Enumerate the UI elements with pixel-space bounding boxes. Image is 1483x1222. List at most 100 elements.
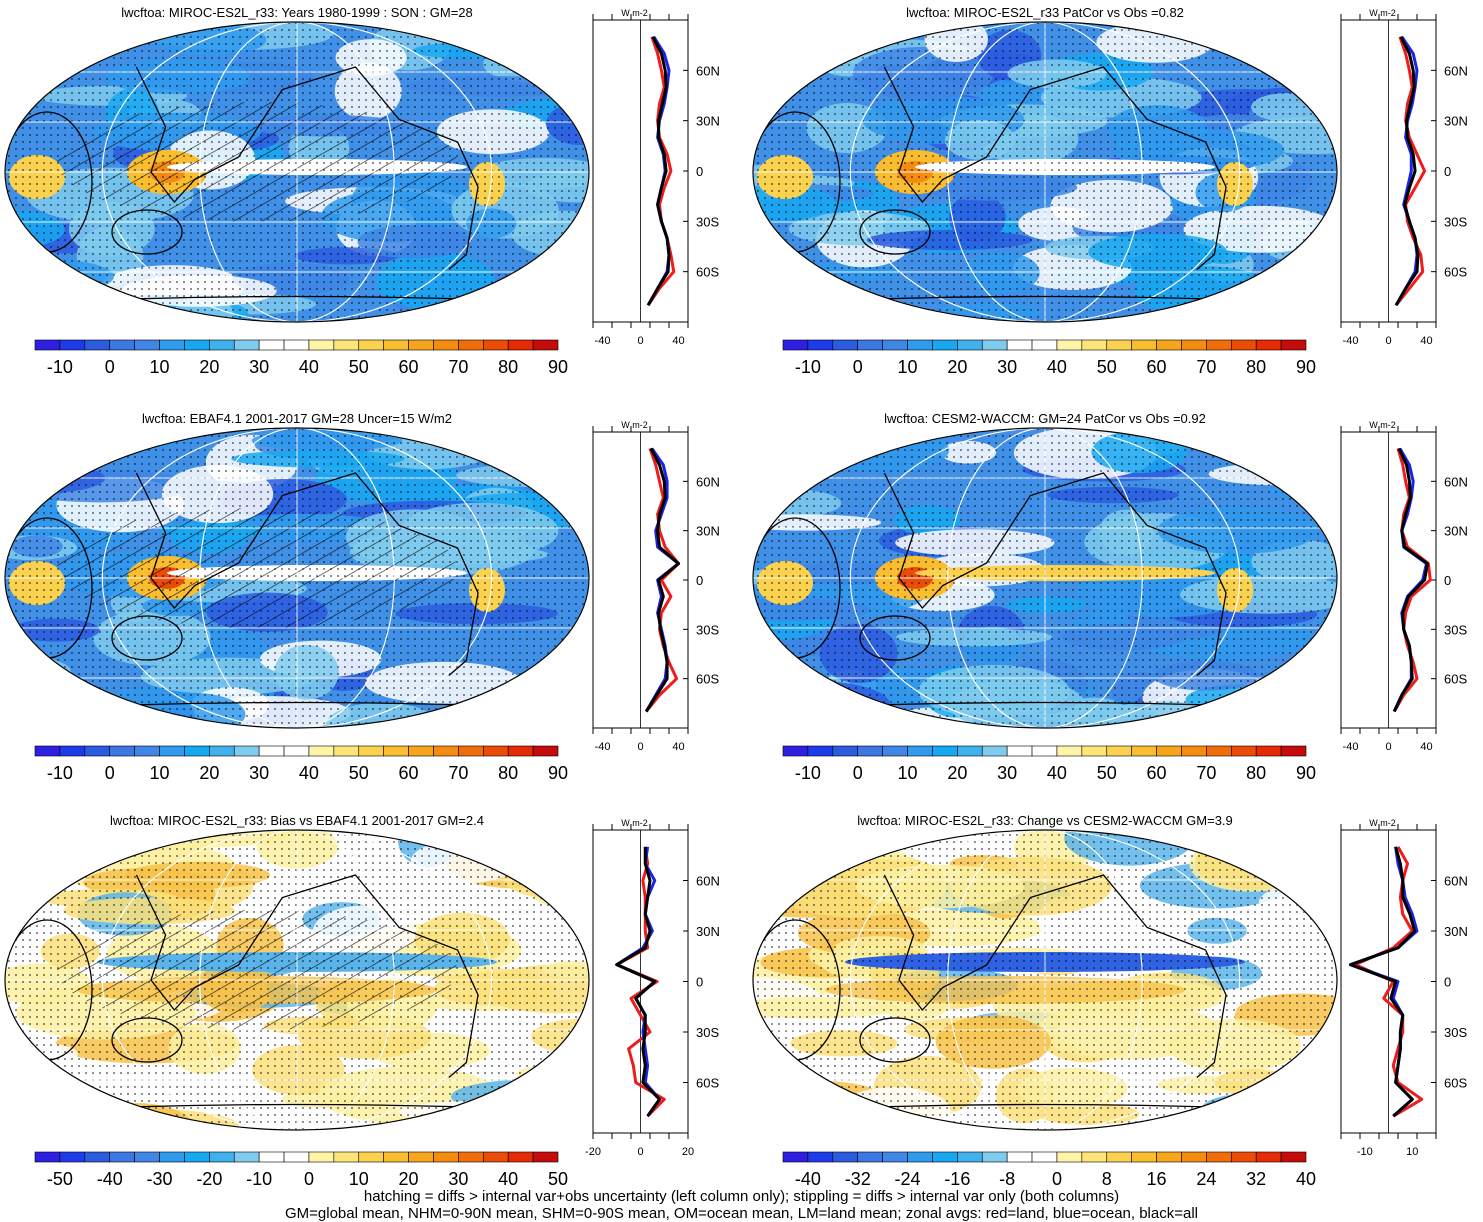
- zonal-unit: W m-2: [1369, 420, 1396, 430]
- panel-1: lwcftoa: MIROC-ES2L_r33: Years 1980-1999…: [4, 5, 720, 377]
- colorbar-swatch: [1106, 339, 1132, 351]
- x-tick-label: -40: [1343, 741, 1359, 753]
- colorbar-swatch: [233, 1151, 260, 1163]
- field-blob: [5, 706, 87, 728]
- lat-label: 30N: [1444, 524, 1468, 539]
- zonal-panel: W m-2 60N 30N 0 30S 60S -40 0 40: [1340, 8, 1468, 347]
- colorbar-swatch: [857, 745, 883, 757]
- colorbar-swatch: [433, 1151, 459, 1163]
- colorbar-swatch: [358, 339, 384, 351]
- lat-label: 30S: [696, 214, 719, 229]
- colorbar-swatch: [857, 1151, 883, 1163]
- colorbar-label: 40: [1047, 357, 1067, 377]
- map-outline: [752, 427, 1338, 729]
- colorbar-swatch: [84, 745, 111, 757]
- colorbar-swatch: [1156, 1151, 1182, 1163]
- graticule-lon: [849, 22, 1241, 322]
- colorbar-swatch: [1056, 745, 1083, 757]
- zonal-line-land: [1392, 448, 1432, 713]
- graticule-lon: [101, 428, 493, 728]
- colorbar-swatch: [1106, 1151, 1132, 1163]
- colorbar-label: -10: [246, 1169, 272, 1189]
- colorbar-swatch: [383, 1151, 409, 1163]
- colorbar-label: 24: [1196, 1169, 1216, 1189]
- colorbar-swatch: [1255, 745, 1282, 757]
- colorbar-swatch: [283, 745, 310, 757]
- colorbar-swatch: [59, 745, 86, 757]
- colorbar-label: 80: [1246, 763, 1266, 783]
- x-tick-label: 40: [1420, 335, 1432, 347]
- colorbar-swatch: [408, 745, 434, 757]
- colorbar-swatch: [907, 339, 933, 351]
- colorbar-swatch: [957, 745, 983, 757]
- colorbar-label: 10: [150, 763, 170, 783]
- colorbar-swatch: [532, 745, 559, 757]
- coastline: [135, 66, 479, 270]
- colorbar-label: 50: [349, 357, 369, 377]
- colorbar-swatch: [981, 745, 1008, 757]
- colorbar-swatch: [34, 745, 61, 757]
- colorbar-swatch: [34, 1151, 61, 1163]
- colorbar-swatch: [932, 1151, 958, 1163]
- coastline: [883, 874, 1227, 1078]
- colorbar-swatch: [957, 339, 983, 351]
- lat-label: 60S: [1444, 1076, 1467, 1091]
- colorbar-swatch: [34, 339, 61, 351]
- graticule-lon: [101, 830, 493, 1130]
- field-blob: [1301, 1041, 1337, 1085]
- zonal-line-all: [1392, 447, 1429, 713]
- map-field: [753, 830, 1337, 1130]
- lat-label: 30N: [1444, 114, 1468, 129]
- australia-coast: [859, 615, 931, 661]
- field-blob: [1217, 428, 1337, 459]
- zonal-unit: W m-2: [621, 8, 648, 18]
- zonal-panel: W m-2 60N 30N 0 30S 60S -40 0 40: [592, 8, 720, 347]
- colorbar-swatch: [184, 745, 210, 757]
- colorbar-swatch: [1206, 745, 1232, 757]
- hatching: [57, 102, 457, 222]
- colorbar-swatch: [1230, 745, 1257, 757]
- colorbar-label: 30: [997, 357, 1017, 377]
- x-tick-label: -20: [585, 1146, 601, 1158]
- map-outline: [4, 829, 590, 1131]
- colorbar-label: -40: [97, 1169, 123, 1189]
- field-blob: [753, 298, 854, 315]
- colorbar-swatch: [84, 339, 111, 351]
- colorbar-swatch: [507, 1151, 534, 1163]
- lat-label: 30N: [1444, 924, 1468, 939]
- colorbar-swatch: [308, 1151, 335, 1163]
- field-blob: [5, 22, 59, 42]
- colorbar-swatch: [1230, 1151, 1257, 1163]
- colorbar-swatch: [1131, 1151, 1157, 1163]
- colorbar-swatch: [1081, 745, 1108, 757]
- colorbar-swatch: [1206, 339, 1232, 351]
- graticule-lon: [199, 22, 395, 322]
- lat-label: 60S: [696, 672, 719, 687]
- colorbar-swatch: [109, 339, 135, 351]
- x-tick-label: 40: [1420, 741, 1432, 753]
- field-blob: [5, 47, 57, 93]
- colorbar-swatch: [258, 745, 285, 757]
- zonal-line-all: [644, 447, 680, 713]
- colorbar-label: 20: [399, 1169, 419, 1189]
- lat-label: 0: [696, 573, 703, 588]
- graticule-lon: [947, 428, 1143, 728]
- field-blob: [526, 709, 582, 728]
- lat-label: 30N: [696, 924, 720, 939]
- map-outline: [752, 829, 1338, 1131]
- field-blob: [5, 288, 83, 322]
- colorbar-swatch: [1056, 339, 1083, 351]
- x-tick-label: -10: [1357, 1146, 1373, 1158]
- coastline: [883, 472, 1227, 676]
- colorbar-label: 90: [1296, 763, 1316, 783]
- zonal-line-all: [1394, 36, 1420, 306]
- colorbar-label: 50: [349, 763, 369, 783]
- x-tick-label: 10: [1406, 1146, 1418, 1158]
- colorbar-label: 0: [853, 763, 863, 783]
- zonal-line-all: [615, 846, 661, 1118]
- australia-coast: [859, 1017, 931, 1063]
- x-tick-label: -40: [595, 741, 611, 753]
- zonal-line-ocean: [1349, 846, 1419, 1118]
- colorbar-label: 0: [1052, 1169, 1062, 1189]
- field-blob: [6, 298, 138, 317]
